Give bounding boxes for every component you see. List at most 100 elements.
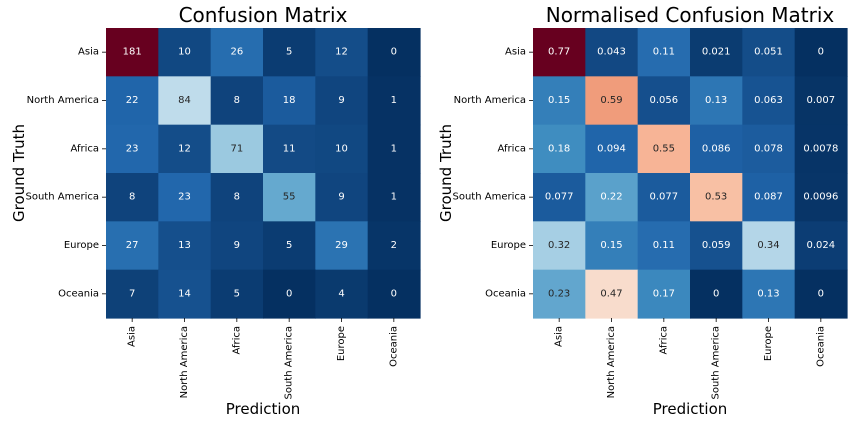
cm-cell-r2-c5 xyxy=(367,124,421,174)
ncm-cell-label-r2-c0: 0.18 xyxy=(548,143,570,154)
cm-cell-label-r3-c2: 8 xyxy=(234,192,240,203)
ncm-cell-label-r5-c5: 0 xyxy=(818,288,824,299)
cm-cell-label-r1-c5: 1 xyxy=(391,95,397,106)
ncm-cell-label-r4-c4: 0.34 xyxy=(757,240,779,251)
ncm-cell-r3-c4 xyxy=(742,173,796,222)
cm-cell-label-r2-c1: 12 xyxy=(178,143,191,154)
ncm-cell-r5-c2 xyxy=(637,269,691,319)
cm-cell-r3-c5 xyxy=(367,173,421,222)
cm-cell-label-r0-c4: 12 xyxy=(335,47,348,58)
ncm-cell-r1-c0 xyxy=(533,76,586,126)
cm-cell-label-r3-c0: 8 xyxy=(129,192,135,203)
cm-cell-label-r1-c0: 22 xyxy=(126,95,139,106)
ncm-cell-label-r2-c3: 0.086 xyxy=(702,143,731,154)
ncm-cell-label-r2-c4: 0.078 xyxy=(754,143,783,154)
cm-x-tick-label-4: Europe xyxy=(336,326,347,361)
cm-cell-label-r5-c1: 14 xyxy=(178,288,191,299)
ncm-cell-label-r2-c2: 0.55 xyxy=(653,143,675,154)
ncm-cell-r4-c2 xyxy=(637,221,691,271)
cm-cell-label-r4-c0: 27 xyxy=(126,240,139,251)
cm-cell-label-r5-c4: 4 xyxy=(338,288,344,299)
cm-cell-r3-c4 xyxy=(315,173,369,222)
ncm-cell-label-r1-c5: 0.007 xyxy=(807,95,836,106)
ncm-y-tick-label-0: Asia xyxy=(505,47,526,58)
ncm-cell-label-r1-c3: 0.13 xyxy=(705,95,727,106)
ncm-cell-label-r5-c4: 0.13 xyxy=(757,288,779,299)
cm-cell-label-r2-c3: 11 xyxy=(283,143,296,154)
cm-cell-r0-c3 xyxy=(263,28,316,77)
ncm-cell-r3-c3 xyxy=(690,173,743,222)
cm-cell-label-r1-c3: 18 xyxy=(283,95,296,106)
cm-cell-r1-c1 xyxy=(158,76,212,126)
cm-cell-label-r2-c4: 10 xyxy=(335,143,348,154)
cm-cell-label-r3-c5: 1 xyxy=(391,192,397,203)
ncm-cell-r2-c0 xyxy=(533,124,586,174)
ncm-y-tick-label-3: South America xyxy=(453,192,527,203)
ncm-cell-label-r1-c1: 0.59 xyxy=(600,95,622,106)
ncm-cell-r5-c0 xyxy=(533,269,586,319)
ncm-x-tick-label-1: North America xyxy=(606,326,617,398)
ncm-cell-label-r0-c3: 0.021 xyxy=(702,47,731,58)
ncm-cell-r0-c2 xyxy=(637,28,691,77)
cm-cell-r3-c0 xyxy=(106,173,159,222)
cm-cell-label-r0-c5: 0 xyxy=(391,47,397,58)
ncm-cell-r3-c2 xyxy=(637,173,691,222)
cm-cell-label-r1-c2: 8 xyxy=(234,95,240,106)
cm-y-tick-label-5: Oceania xyxy=(58,288,99,299)
ncm-cell-label-r0-c4: 0.051 xyxy=(754,47,783,58)
ncm-cell-label-r0-c0: 0.77 xyxy=(548,47,570,58)
cm-cell-r1-c4 xyxy=(315,76,369,126)
ncm-cell-label-r5-c0: 0.23 xyxy=(548,288,570,299)
ncm-cell-label-r4-c3: 0.059 xyxy=(702,240,731,251)
ncm-cell-label-r5-c3: 0 xyxy=(713,288,719,299)
cm-y-axis-label: Ground Truth xyxy=(10,124,28,222)
cm-cell-r0-c1 xyxy=(158,28,212,77)
cm-cell-r2-c0 xyxy=(106,124,159,174)
cm-x-tick-label-2: Africa xyxy=(231,326,242,355)
ncm-cell-r0-c5 xyxy=(794,28,848,77)
cm-x-tick-label-5: Oceania xyxy=(388,326,399,367)
cm-x-tick-label-3: South America xyxy=(284,326,295,400)
cm-y-tick-label-3: South America xyxy=(26,192,100,203)
ncm-x-tick-label-4: Europe xyxy=(763,326,774,361)
cm-x-tick-label-1: North America xyxy=(179,326,190,398)
cm-cell-r5-c3 xyxy=(263,269,316,319)
cm-cell-r0-c2 xyxy=(210,28,264,77)
ncm-cell-label-r4-c5: 0.024 xyxy=(807,240,836,251)
ncm-cell-r4-c3 xyxy=(690,221,743,271)
cm-x-axis-label: Prediction xyxy=(226,400,301,418)
cm-cell-r3-c1 xyxy=(158,173,212,222)
cm-y-tick-label-1: North America xyxy=(27,95,99,106)
cm-cell-r5-c5 xyxy=(367,269,421,319)
cm-x-tick-label-0: Asia xyxy=(127,326,138,347)
cm-cell-r4-c5 xyxy=(367,221,421,271)
ncm-x-tick-label-5: Oceania xyxy=(815,326,826,367)
ncm-cell-label-r1-c0: 0.15 xyxy=(548,95,570,106)
cm-cell-r0-c0 xyxy=(106,28,159,77)
cm-cell-r5-c4 xyxy=(315,269,369,319)
cm-cell-label-r3-c4: 9 xyxy=(338,192,344,203)
ncm-y-axis-label: Ground Truth xyxy=(437,124,455,222)
ncm-cell-label-r3-c5: 0.0096 xyxy=(803,192,838,203)
ncm-cell-r0-c3 xyxy=(690,28,743,77)
ncm-cell-label-r5-c1: 0.47 xyxy=(600,288,622,299)
ncm-cell-label-r2-c5: 0.0078 xyxy=(803,143,838,154)
cm-cell-label-r4-c1: 13 xyxy=(178,240,191,251)
cm-cell-label-r4-c3: 5 xyxy=(286,240,292,251)
cm-cell-r5-c0 xyxy=(106,269,159,319)
ncm-y-tick-label-5: Oceania xyxy=(485,288,526,299)
ncm-cell-r2-c3 xyxy=(690,124,743,174)
cm-cell-r0-c5 xyxy=(367,28,421,77)
ncm-cell-r1-c5 xyxy=(794,76,848,126)
ncm-cell-r0-c0 xyxy=(533,28,586,77)
ncm-cell-r4-c1 xyxy=(585,221,639,271)
ncm-cell-label-r0-c1: 0.043 xyxy=(597,47,626,58)
cm-cell-label-r0-c2: 26 xyxy=(230,47,243,58)
ncm-title: Normalised Confusion Matrix xyxy=(546,3,835,27)
cm-cell-r3-c2 xyxy=(210,173,264,222)
cm-cell-label-r5-c5: 0 xyxy=(391,288,397,299)
ncm-cell-label-r3-c1: 0.22 xyxy=(600,192,622,203)
ncm-cell-label-r0-c2: 0.11 xyxy=(653,47,675,58)
ncm-cell-label-r4-c2: 0.11 xyxy=(653,240,675,251)
